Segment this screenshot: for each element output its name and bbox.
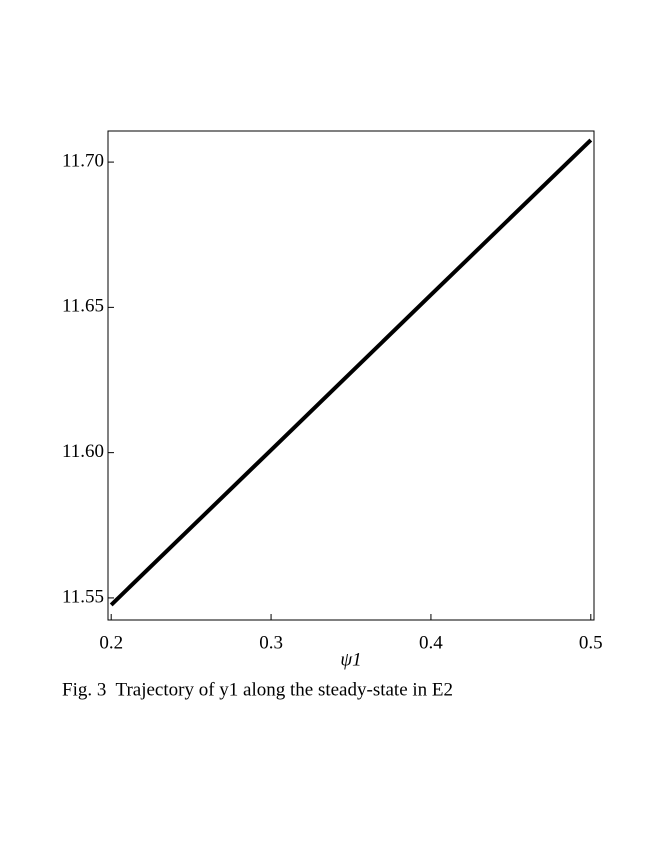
plot-frame — [107, 130, 595, 621]
y-tick-label: 11.70 — [62, 150, 104, 171]
x-axis-label: ψ1 — [340, 649, 361, 670]
caption: Fig. 3 Trajectory of y1 along the steady… — [62, 679, 453, 700]
x-tick-label: 0.2 — [99, 632, 123, 653]
x-tick-label: 0.5 — [579, 632, 603, 653]
y-tick-label: 11.65 — [62, 296, 104, 317]
x-tick-label: 0.3 — [259, 632, 283, 653]
x-tick-label: 0.4 — [419, 632, 443, 653]
y-tick-label: 11.60 — [62, 441, 104, 462]
data-line — [109, 138, 593, 607]
y-tick-label: 11.55 — [62, 586, 104, 607]
